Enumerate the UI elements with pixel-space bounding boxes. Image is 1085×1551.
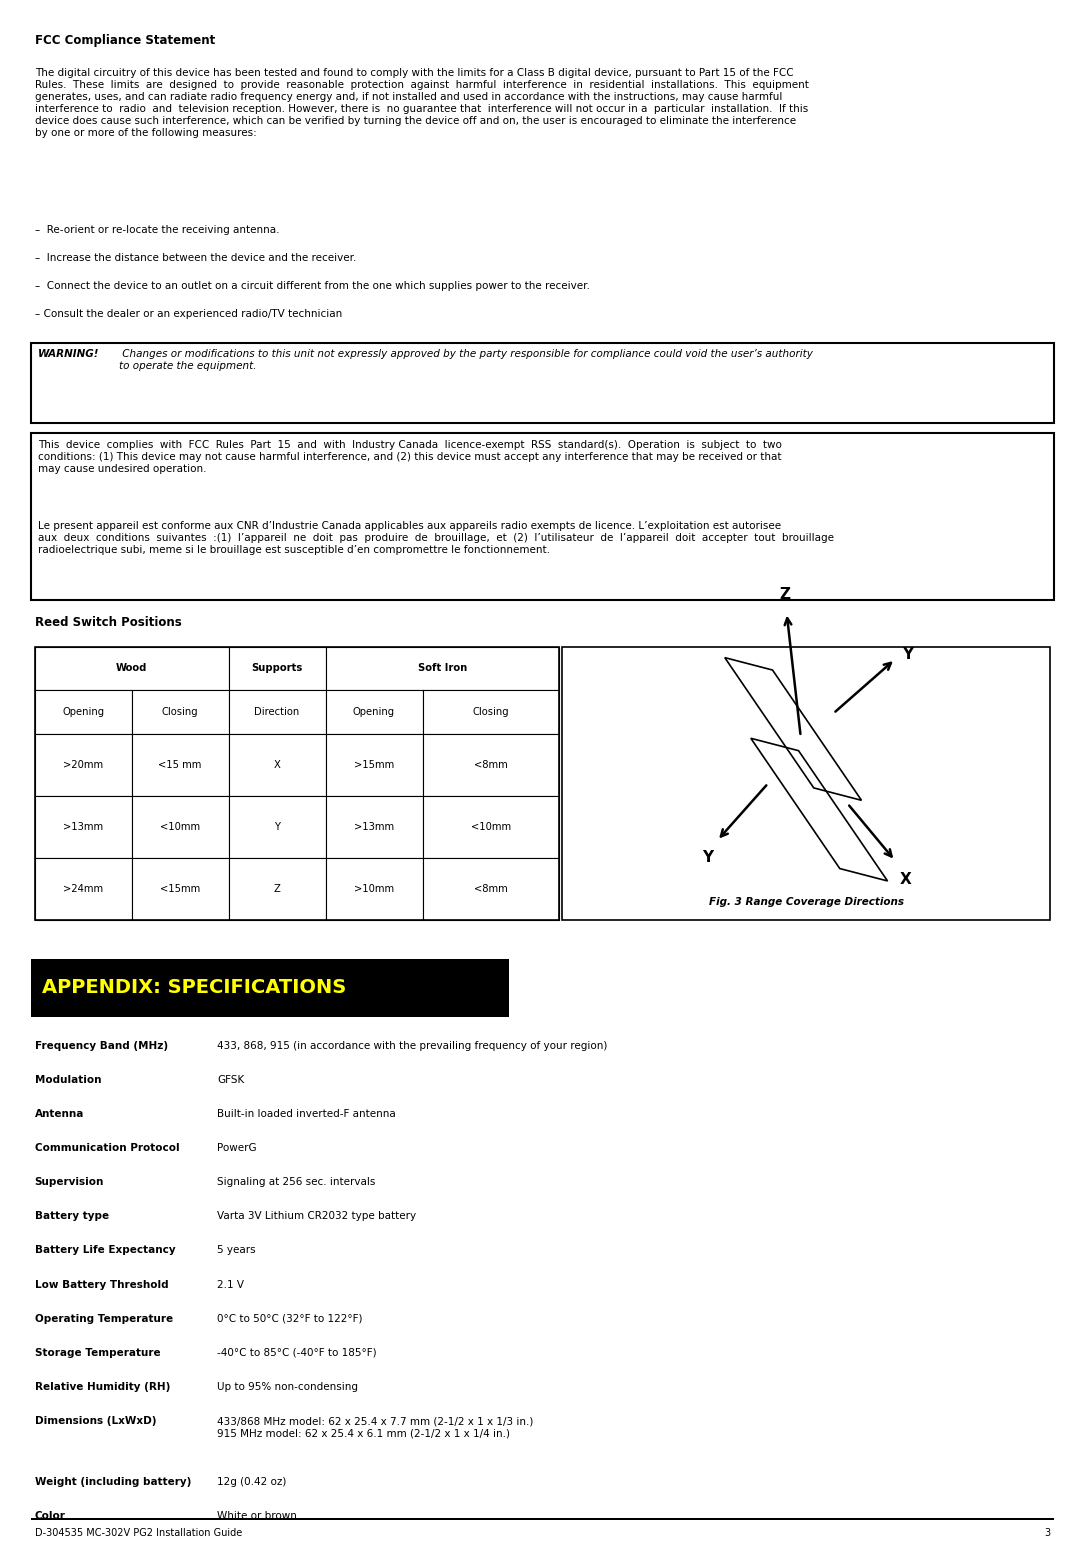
Text: 433/868 MHz model: 62 x 25.4 x 7.7 mm (2-1/2 x 1 x 1/3 in.)
915 MHz model: 62 x : 433/868 MHz model: 62 x 25.4 x 7.7 mm (2…	[217, 1416, 534, 1438]
Bar	[422, 796, 559, 858]
Bar	[35, 647, 559, 920]
Bar	[31, 959, 509, 1017]
Text: Z: Z	[273, 884, 281, 893]
Bar	[422, 858, 559, 920]
Text: Signaling at 256 sec. intervals: Signaling at 256 sec. intervals	[217, 1177, 375, 1187]
Text: Varta 3V Lithium CR2032 type battery: Varta 3V Lithium CR2032 type battery	[217, 1211, 417, 1221]
Text: <8mm: <8mm	[474, 884, 508, 893]
Bar	[229, 734, 326, 796]
Text: 12g (0.42 oz): 12g (0.42 oz)	[217, 1477, 286, 1486]
Text: White or brown: White or brown	[217, 1511, 297, 1520]
Text: <10mm: <10mm	[471, 822, 511, 831]
Text: >20mm: >20mm	[63, 760, 103, 769]
Text: Opening: Opening	[62, 707, 104, 717]
Bar	[326, 796, 422, 858]
Text: D-304535 MC-302V PG2 Installation Guide: D-304535 MC-302V PG2 Installation Guide	[35, 1528, 242, 1537]
Bar	[31, 1518, 1054, 1520]
Text: 2.1 V: 2.1 V	[217, 1280, 244, 1289]
Text: –  Connect the device to an outlet on a circuit different from the one which sup: – Connect the device to an outlet on a c…	[35, 281, 589, 290]
Bar	[35, 796, 131, 858]
Text: –  Re-orient or re-locate the receiving antenna.: – Re-orient or re-locate the receiving a…	[35, 225, 279, 234]
Text: Wood: Wood	[116, 664, 148, 673]
Text: Fig. 3 Range Coverage Directions: Fig. 3 Range Coverage Directions	[709, 898, 904, 907]
Text: <8mm: <8mm	[474, 760, 508, 769]
Text: Antenna: Antenna	[35, 1109, 85, 1118]
Text: Y: Y	[275, 822, 280, 831]
Bar	[422, 690, 559, 734]
Text: Closing: Closing	[162, 707, 199, 717]
Text: Modulation: Modulation	[35, 1075, 101, 1084]
Text: Battery Life Expectancy: Battery Life Expectancy	[35, 1245, 176, 1255]
Text: >10mm: >10mm	[354, 884, 394, 893]
Bar	[422, 734, 559, 796]
Bar	[35, 734, 131, 796]
Text: Weight (including battery): Weight (including battery)	[35, 1477, 191, 1486]
Text: >13mm: >13mm	[63, 822, 103, 831]
Text: 5 years: 5 years	[217, 1245, 256, 1255]
Bar	[35, 858, 131, 920]
Text: This  device  complies  with  FCC  Rules  Part  15  and  with  Industry Canada  : This device complies with FCC Rules Part…	[38, 440, 782, 475]
Bar	[229, 690, 326, 734]
Text: Closing: Closing	[472, 707, 509, 717]
Text: Communication Protocol: Communication Protocol	[35, 1143, 179, 1152]
Text: FCC Compliance Statement: FCC Compliance Statement	[35, 34, 215, 47]
Text: Relative Humidity (RH): Relative Humidity (RH)	[35, 1382, 170, 1391]
Text: Battery type: Battery type	[35, 1211, 108, 1221]
Bar	[229, 647, 326, 690]
Text: <15 mm: <15 mm	[158, 760, 202, 769]
Text: Operating Temperature: Operating Temperature	[35, 1314, 173, 1323]
Text: >15mm: >15mm	[354, 760, 394, 769]
Bar	[131, 734, 229, 796]
Text: APPENDIX: SPECIFICATIONS: APPENDIX: SPECIFICATIONS	[42, 979, 346, 997]
Text: Supports: Supports	[252, 664, 303, 673]
Text: X: X	[899, 872, 911, 887]
Text: –  Increase the distance between the device and the receiver.: – Increase the distance between the devi…	[35, 253, 356, 262]
Text: Reed Switch Positions: Reed Switch Positions	[35, 616, 181, 628]
Text: Y: Y	[902, 647, 912, 662]
Text: X: X	[273, 760, 281, 769]
Bar	[131, 858, 229, 920]
Bar	[326, 647, 559, 690]
Bar	[229, 796, 326, 858]
Bar	[326, 858, 422, 920]
Text: 3: 3	[1044, 1528, 1050, 1537]
Bar	[131, 690, 229, 734]
Bar	[35, 647, 229, 690]
Text: Z: Z	[779, 586, 790, 602]
Text: <10mm: <10mm	[161, 822, 201, 831]
Text: WARNING!: WARNING!	[38, 349, 100, 358]
Text: Opening: Opening	[353, 707, 395, 717]
Text: Up to 95% non-condensing: Up to 95% non-condensing	[217, 1382, 358, 1391]
FancyBboxPatch shape	[31, 343, 1054, 423]
Text: Direction: Direction	[255, 707, 299, 717]
Text: Built-in loaded inverted-F antenna: Built-in loaded inverted-F antenna	[217, 1109, 396, 1118]
Text: -40°C to 85°C (-40°F to 185°F): -40°C to 85°C (-40°F to 185°F)	[217, 1348, 376, 1357]
Text: Changes or modifications to this unit not expressly approved by the party respon: Changes or modifications to this unit no…	[119, 349, 814, 371]
Bar	[131, 796, 229, 858]
Text: Low Battery Threshold: Low Battery Threshold	[35, 1280, 168, 1289]
Text: PowerG: PowerG	[217, 1143, 257, 1152]
Text: – Consult the dealer or an experienced radio/TV technician: – Consult the dealer or an experienced r…	[35, 309, 342, 318]
Bar	[35, 690, 131, 734]
Bar	[562, 647, 1050, 920]
Text: Supervision: Supervision	[35, 1177, 104, 1187]
Text: Le present appareil est conforme aux CNR d’Industrie Canada applicables aux appa: Le present appareil est conforme aux CNR…	[38, 521, 834, 555]
Text: Y: Y	[702, 850, 713, 865]
Text: 433, 868, 915 (in accordance with the prevailing frequency of your region): 433, 868, 915 (in accordance with the pr…	[217, 1041, 608, 1050]
Text: 0°C to 50°C (32°F to 122°F): 0°C to 50°C (32°F to 122°F)	[217, 1314, 362, 1323]
Text: Soft Iron: Soft Iron	[418, 664, 467, 673]
Bar	[229, 858, 326, 920]
Text: GFSK: GFSK	[217, 1075, 244, 1084]
Text: Color: Color	[35, 1511, 65, 1520]
Text: <15mm: <15mm	[159, 884, 201, 893]
Text: >13mm: >13mm	[354, 822, 394, 831]
Text: The digital circuitry of this device has been tested and found to comply with th: The digital circuitry of this device has…	[35, 68, 808, 138]
Text: Frequency Band (MHz): Frequency Band (MHz)	[35, 1041, 168, 1050]
Text: Storage Temperature: Storage Temperature	[35, 1348, 161, 1357]
Text: >24mm: >24mm	[63, 884, 103, 893]
Bar	[326, 734, 422, 796]
Bar	[326, 690, 422, 734]
Text: Dimensions (LxWxD): Dimensions (LxWxD)	[35, 1416, 156, 1425]
FancyBboxPatch shape	[31, 433, 1054, 600]
